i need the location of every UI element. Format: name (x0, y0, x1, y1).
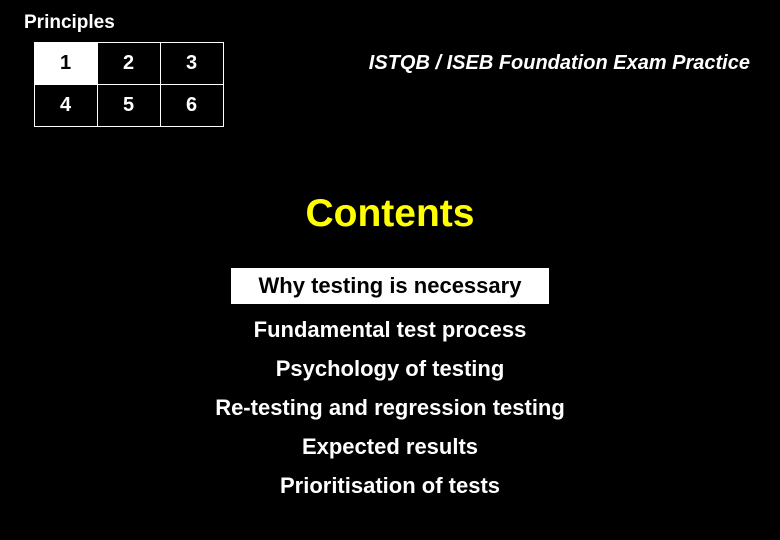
grid-cell-1[interactable]: 1 (34, 42, 98, 85)
topic-item[interactable]: Re-testing and regression testing (215, 395, 565, 421)
grid-cell-5[interactable]: 5 (97, 84, 161, 127)
topic-item[interactable]: Why testing is necessary (231, 268, 550, 304)
grid-cell-4[interactable]: 4 (34, 84, 98, 127)
grid-cell-2[interactable]: 2 (97, 42, 161, 85)
topic-item[interactable]: Psychology of testing (276, 356, 505, 382)
topic-item[interactable]: Expected results (302, 434, 478, 460)
topic-item[interactable]: Prioritisation of tests (280, 473, 500, 499)
contents-title: Contents (0, 192, 780, 236)
topic-item[interactable]: Fundamental test process (254, 317, 527, 343)
principles-grid: 1 2 3 4 5 6 (34, 42, 223, 126)
topics-list: Why testing is necessary Fundamental tes… (0, 268, 780, 499)
header-text: ISTQB / ISEB Foundation Exam Practice (369, 52, 750, 75)
principles-label: Principles (24, 12, 115, 34)
grid-cell-6[interactable]: 6 (160, 84, 224, 127)
grid-cell-3[interactable]: 3 (160, 42, 224, 85)
